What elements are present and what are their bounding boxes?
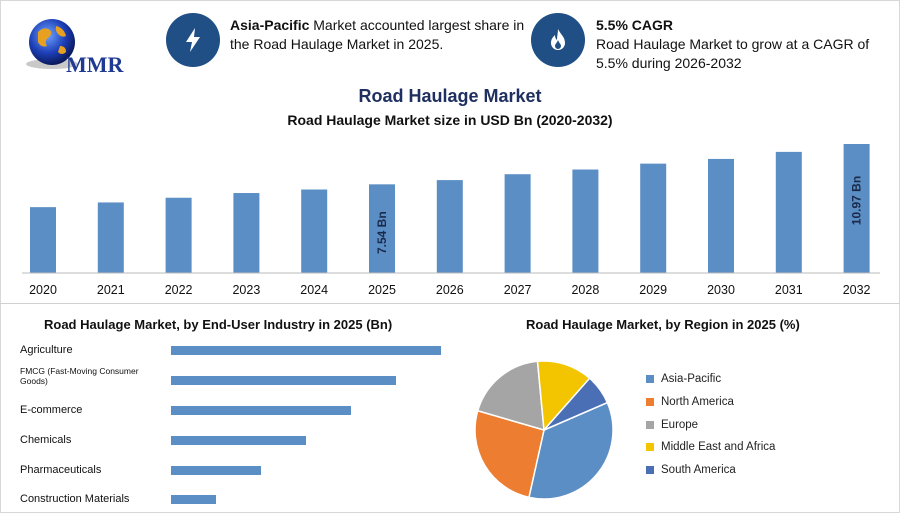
x-tick-label: 2022 — [165, 283, 193, 297]
bar-chart-subtitle: Road Haulage Market size in USD Bn (2020… — [287, 112, 613, 128]
legend-item: Asia-Pacific — [646, 373, 721, 385]
logo-text: MMR — [66, 52, 124, 77]
lightning-icon — [186, 28, 200, 52]
hbar-4 — [171, 466, 261, 475]
hbar-1 — [171, 376, 396, 385]
info-text-cagr: 5.5% CAGR Road Haulage Market to grow at… — [596, 16, 896, 73]
x-tick-label: 2027 — [504, 283, 532, 297]
info-region-rest: Market accounted largest share in — [309, 17, 525, 33]
x-tick-label: 2029 — [639, 283, 667, 297]
x-tick-label: 2024 — [300, 283, 328, 297]
bar-data-label: 7.54 Bn — [375, 211, 389, 254]
legend-swatch — [646, 398, 654, 406]
pie-slice-4 — [543, 377, 609, 431]
legend-item: North America — [646, 396, 734, 408]
end-user-label: Agriculture — [20, 344, 73, 356]
section-divider — [0, 303, 900, 304]
hbar-0 — [171, 346, 441, 355]
legend-swatch — [646, 443, 654, 451]
bar-2030 — [708, 158, 734, 273]
end-user-label: Pharmaceuticals — [20, 464, 102, 476]
legend-label: Middle East and Africa — [661, 441, 776, 453]
legend-label: Asia-Pacific — [661, 373, 722, 385]
bar-data-label: 10.97 Bn — [850, 176, 864, 225]
pie-slice-2 — [476, 360, 545, 432]
info-region-bold: Asia-Pacific — [230, 17, 310, 33]
end-user-chart-title: Road Haulage Market, by End-User Industr… — [44, 317, 393, 332]
region-chart-title: Road Haulage Market, by Region in 2025 (… — [526, 317, 800, 332]
pie-slice-0 — [528, 401, 614, 500]
bar-2029 — [640, 163, 667, 273]
bar-2031 — [775, 151, 802, 273]
x-tick-label: 2030 — [707, 283, 735, 297]
end-user-label: Construction Materials — [20, 493, 130, 505]
end-user-label: FMCG (Fast-Moving Consumer Goods) — [20, 366, 139, 386]
legend-swatch — [646, 375, 654, 383]
hbar-3 — [171, 436, 306, 445]
info-region-line2: the Road Haulage Market in 2025. — [230, 36, 444, 52]
flame-icon — [551, 29, 565, 50]
legend-swatch — [646, 466, 654, 474]
region-pie-chart — [474, 360, 614, 500]
info-cagr-bold: 5.5% CAGR — [596, 17, 674, 33]
info-badge-cagr — [531, 13, 585, 67]
info-cagr-line1: Road Haulage Market to grow at a CAGR of — [596, 36, 870, 52]
legend-label: North America — [661, 396, 734, 408]
legend-item: South America — [646, 464, 736, 476]
bar-2023 — [233, 193, 260, 273]
bar-2021 — [97, 202, 124, 273]
legend-label: South America — [661, 464, 736, 476]
bar-2022 — [165, 197, 192, 273]
x-tick-label: 2025 — [368, 283, 396, 297]
pie-slice-1 — [474, 409, 545, 499]
legend-item: Middle East and Africa — [646, 441, 775, 453]
bar-2026 — [436, 180, 463, 273]
legend-label: Europe — [661, 419, 699, 431]
x-tick-label: 2032 — [843, 283, 871, 297]
x-tick-label: 2031 — [775, 283, 803, 297]
legend-swatch — [646, 421, 654, 429]
globe-icon — [26, 19, 78, 69]
bar-2025 — [369, 184, 395, 273]
bar-2032 — [843, 144, 870, 273]
x-tick-label: 2020 — [29, 283, 57, 297]
info-badge-region — [166, 13, 220, 67]
market-size-bar-chart: 2020 2021 2022 2023 2024 2025 2026 2027 2028 2029… — [22, 144, 880, 297]
info-text-region: Asia-Pacific Market accounted largest sh… — [230, 16, 530, 54]
x-tick-label: 2021 — [97, 283, 125, 297]
end-user-label: Chemicals — [20, 434, 72, 446]
end-user-label: E-commerce — [20, 404, 83, 416]
bar-2020 — [30, 207, 56, 273]
bar-2027 — [504, 174, 531, 273]
end-user-bar-chart — [171, 346, 441, 504]
hbar-5 — [171, 495, 216, 504]
legend-item: Europe — [646, 419, 698, 431]
bar-2024 — [301, 189, 328, 273]
x-tick-label: 2026 — [436, 283, 464, 297]
pie-slice-3 — [536, 360, 591, 432]
info-cagr-line2: 5.5% during 2026-2032 — [596, 55, 742, 71]
x-tick-label: 2028 — [571, 283, 599, 297]
bar-2028 — [572, 169, 599, 273]
main-title: Road Haulage Market — [358, 86, 542, 106]
hbar-2 — [171, 406, 351, 415]
mmr-logo: MMR — [16, 12, 146, 80]
x-tick-label: 2023 — [232, 283, 260, 297]
